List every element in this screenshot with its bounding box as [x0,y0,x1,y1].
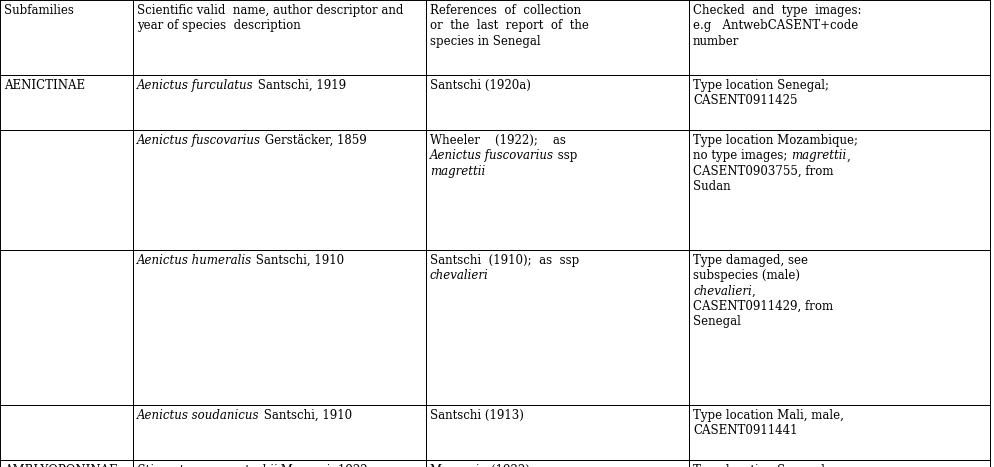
Text: Santschi, 1919: Santschi, 1919 [253,79,345,92]
Text: References  of  collection: References of collection [429,4,580,17]
Text: Aenictus fuscovarius: Aenictus fuscovarius [429,149,554,163]
Text: Santschi, 1910: Santschi, 1910 [251,254,344,267]
Text: Aenictus furculatus: Aenictus furculatus [137,79,253,92]
Text: AMBLYOPONINAE: AMBLYOPONINAE [4,464,117,467]
Text: Type location Mali, male,: Type location Mali, male, [692,409,843,422]
Text: Checked  and  type  images:: Checked and type images: [692,4,861,17]
Text: CASENT0903755, from: CASENT0903755, from [692,165,833,178]
Text: Menozzi   (1922);   genus: Menozzi (1922); genus [429,464,580,467]
Text: magrettii: magrettii [790,149,846,163]
Text: Gerstäcker, 1859: Gerstäcker, 1859 [260,134,367,147]
Text: ssp: ssp [554,149,577,163]
Text: Menozzi, 1922: Menozzi, 1922 [277,464,368,467]
Text: Scientific valid  name, author descriptor and: Scientific valid name, author descriptor… [137,4,403,17]
Text: Wheeler    (1922);    as: Wheeler (1922); as [429,134,566,147]
Text: CASENT0911441: CASENT0911441 [692,425,797,438]
Text: species in Senegal: species in Senegal [429,35,540,48]
Text: Sudan: Sudan [692,180,730,193]
Text: number: number [692,35,739,48]
Text: ,: , [751,285,754,297]
Text: Santschi  (1910);  as  ssp: Santschi (1910); as ssp [429,254,579,267]
Text: Aenictus soudanicus: Aenictus soudanicus [137,409,259,422]
Text: year of species  description: year of species description [137,19,300,32]
Text: Aenictus fuscovarius: Aenictus fuscovarius [137,134,260,147]
Text: Type location Senegal;: Type location Senegal; [692,79,828,92]
Text: chevalieri: chevalieri [429,269,488,283]
Text: CASENT0911429, from: CASENT0911429, from [692,300,832,313]
Text: Santschi (1920a): Santschi (1920a) [429,79,531,92]
Text: Type location Senegal; no: Type location Senegal; no [692,464,847,467]
Text: Santschi (1913): Santschi (1913) [429,409,524,422]
Text: AENICTINAE: AENICTINAE [4,79,85,92]
Text: Type location Mozambique;: Type location Mozambique; [692,134,857,147]
Text: chevalieri: chevalieri [692,285,751,297]
Text: ,: , [846,149,849,163]
Text: Santschi, 1910: Santschi, 1910 [259,409,351,422]
Text: magrettii: magrettii [429,165,485,178]
Text: no type images;: no type images; [692,149,790,163]
Text: or  the  last  report  of  the: or the last report of the [429,19,588,32]
Text: CASENT0911425: CASENT0911425 [692,94,797,107]
Text: Type damaged, see: Type damaged, see [692,254,807,267]
Text: Subfamilies: Subfamilies [4,4,74,17]
Text: e.g   AntwebCASENT+code: e.g AntwebCASENT+code [692,19,858,32]
Text: Senegal: Senegal [692,315,741,328]
Text: Aenictus humeralis: Aenictus humeralis [137,254,251,267]
Text: Stigmatomma santschii: Stigmatomma santschii [137,464,277,467]
Text: subspecies (male): subspecies (male) [692,269,799,283]
